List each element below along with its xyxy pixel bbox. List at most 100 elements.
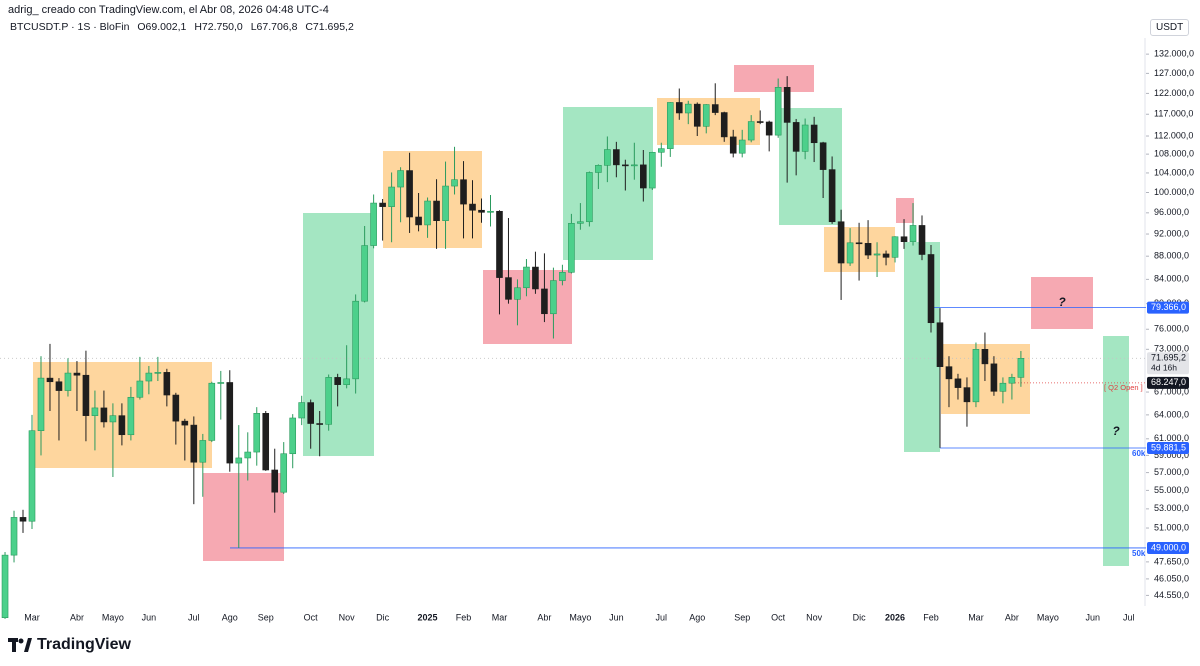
x-tick-label: Ago (689, 612, 705, 622)
candle-body (433, 200, 440, 221)
candle-body (577, 221, 584, 224)
candle-body (729, 136, 737, 154)
candle-body (469, 203, 476, 211)
candle-body (1008, 377, 1016, 384)
candle-body (244, 451, 252, 459)
candle-body (136, 380, 144, 398)
candle-body (100, 407, 108, 423)
candle-body (19, 517, 27, 522)
brand-logo: TradingView (8, 636, 131, 654)
x-tick-label: Jun (1086, 612, 1101, 622)
candle-body (226, 382, 234, 464)
candle-body (550, 280, 557, 315)
credit: adrig_ creado con TradingView.com, el Ab… (8, 4, 329, 16)
y-tick-label: 61.000,0 (1154, 433, 1189, 443)
candle-body (864, 243, 872, 256)
x-tick-label: Nov (339, 612, 356, 622)
y-tick-label: 55.000,0 (1154, 485, 1189, 495)
y-tick-label: 127.000,0 (1154, 68, 1194, 78)
candle-body (541, 288, 548, 315)
candle-body (909, 225, 917, 242)
candle-body (945, 366, 953, 380)
candle-body (118, 415, 126, 436)
candle-body (82, 374, 90, 416)
candle-body (442, 185, 449, 221)
y-tick-label: 73.000,0 (1154, 344, 1189, 354)
candle-body (406, 170, 413, 218)
candle-body (649, 151, 656, 189)
ohlc-value: H72.750,0 (194, 21, 243, 33)
candle-body (586, 172, 593, 223)
candle-body (954, 378, 962, 388)
ohlc-value: O69.002,1 (137, 21, 187, 33)
currency-button[interactable]: USDT (1150, 19, 1190, 36)
y-tick-label: 100.000,0 (1154, 187, 1194, 197)
zone (383, 151, 482, 248)
candle-body (379, 202, 386, 207)
candle-body (487, 210, 494, 213)
candle-body (415, 216, 422, 226)
candle-body (235, 457, 243, 464)
candle-body (891, 236, 899, 258)
zone (203, 473, 284, 561)
candle-body (622, 164, 629, 167)
countdown: 4d 16h (1151, 363, 1177, 373)
y-tick-label: 96.000,0 (1154, 207, 1189, 217)
candle-body (972, 349, 980, 403)
candle-body (711, 104, 719, 113)
candle-body (657, 148, 665, 153)
y-tick-label: 104.000,0 (1154, 167, 1194, 177)
y-tick-label: 122.000,0 (1154, 88, 1194, 98)
x-tick-label: Mar (492, 612, 508, 622)
candle-body (172, 394, 180, 422)
x-tick-label: Dic (853, 612, 866, 622)
y-tick-label: 59.000,0 (1154, 450, 1189, 460)
y-tick-label: 117.000,0 (1154, 109, 1193, 119)
price-label-box (1147, 301, 1189, 314)
candle-body (595, 165, 602, 173)
y-tick-label: 88.000,0 (1154, 251, 1189, 261)
price-label-box (1147, 442, 1189, 455)
candle-body (46, 377, 54, 383)
quarter-open-box (1147, 376, 1189, 389)
candle-body (720, 112, 728, 138)
candle-body (927, 254, 935, 324)
candle-body (523, 266, 530, 289)
y-tick-label: 112.000,0 (1154, 130, 1193, 140)
x-tick-label: Oct (304, 612, 319, 622)
y-tick-label: 64.000,0 (1154, 409, 1189, 419)
candle-body (64, 372, 72, 391)
x-tick-label: Mayo (102, 612, 124, 622)
y-tick-label: 44.550,0 (1154, 590, 1189, 600)
y-tick-label: 108.000,0 (1154, 149, 1194, 159)
candle-body (738, 139, 746, 154)
ohlc-value: L67.706,8 (250, 21, 298, 33)
symbol-legend: BTCUSDT.P · 1S · BloFin O69.002,1 H72.75… (10, 21, 359, 33)
zone (563, 107, 653, 260)
x-tick-label: Abr (70, 612, 84, 622)
quarter-open-label: 68.247,0 (1151, 377, 1186, 387)
candle-body (37, 377, 45, 431)
candle-body (163, 372, 171, 396)
candle-body (217, 382, 225, 384)
candle-body (145, 372, 153, 382)
candle-body (109, 415, 117, 423)
x-tick-label: Sep (734, 612, 750, 622)
x-tick-label: Feb (923, 612, 939, 622)
candle-body (262, 413, 270, 471)
candle-body (1, 554, 9, 619)
candle-body (999, 382, 1007, 392)
candle-body (199, 440, 207, 463)
zone (904, 242, 940, 452)
y-tick-label: 67.000,0 (1154, 386, 1189, 396)
zone (33, 362, 212, 468)
candle-body (882, 253, 890, 258)
candle-body (280, 453, 288, 493)
candle-body (666, 102, 674, 149)
candle-body (1017, 357, 1025, 378)
candle-body (181, 420, 189, 426)
x-tick-label: Jul (1123, 612, 1135, 622)
x-tick-label: Jun (142, 612, 157, 622)
y-tick-label: 132.000,0 (1154, 49, 1194, 59)
